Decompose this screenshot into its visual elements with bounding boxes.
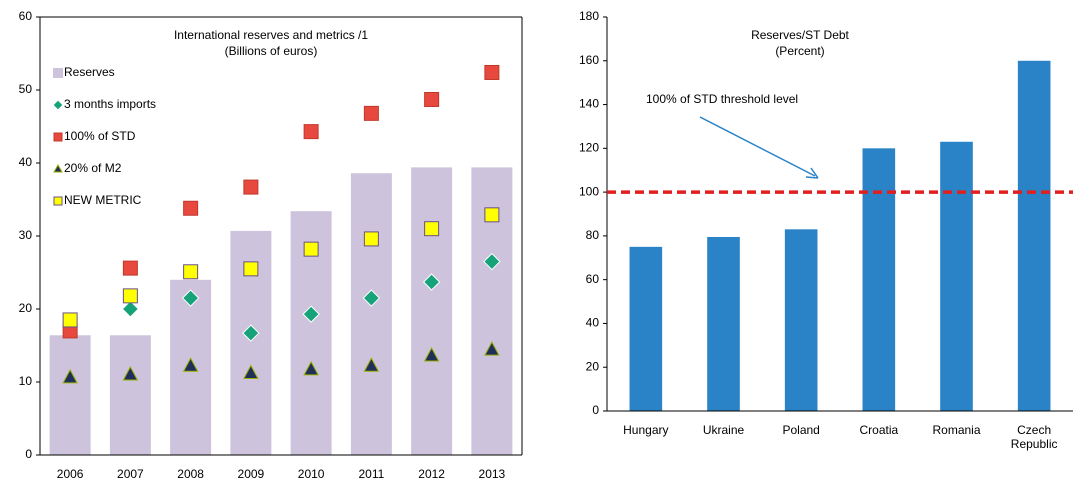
marker-square [484,207,500,223]
marker-square [363,231,379,247]
y-tick-label: 0 [25,447,32,461]
marker-square [122,288,138,304]
x-tick-label: Poland [782,423,820,437]
y-tick-label: 160 [579,53,599,67]
bar [629,246,663,411]
x-tick-label: 2011 [358,467,385,481]
marker-square [62,312,78,328]
chart-subtitle: (Percent) [775,44,824,58]
bar [784,229,818,411]
marker-square [183,200,199,216]
marker-triangle [303,360,319,376]
annotation: 100% of STD threshold level [646,92,798,106]
y-tick-label: 10 [19,374,33,388]
y-tick-label: 100 [579,184,599,198]
x-tick-label: Ukraine [702,423,745,437]
x-tick-label: 2008 [177,467,204,481]
legend-swatch [53,68,63,78]
bar [1017,60,1051,412]
legend-label: NEW METRIC [64,193,142,207]
legend-label: 20% of M2 [64,161,122,175]
marker-diamond [242,324,260,342]
marker-diamond [483,252,501,271]
x-tick-label: Hungary [623,423,669,437]
marker-triangle [423,346,440,362]
legend-label: Reserves [64,65,115,79]
chart-title: Reserves/ST Debt [751,28,849,42]
marker-square [53,132,63,142]
y-tick-label: 30 [19,228,33,242]
bar [707,236,740,411]
y-tick-label: 50 [19,82,33,96]
marker-triangle [62,368,78,384]
marker-square [424,221,440,237]
marker-square [424,91,440,107]
y-tick-label: 40 [586,316,600,330]
marker-diamond [422,273,441,291]
y-tick-label: 20 [19,301,33,315]
x-tick-label: Czech Republic [1010,423,1058,451]
bar [109,335,151,455]
marker-diamond [362,289,381,307]
marker-triangle [243,364,259,380]
marker-triangle [484,341,500,356]
y-tick-label: 40 [19,155,33,169]
marker-diamond [121,300,140,318]
marker-diamond [181,289,200,307]
bar [940,141,973,411]
marker-square [484,64,500,80]
bar [350,173,392,455]
y-tick-label: 80 [586,228,600,242]
annotation-arrow [699,116,816,177]
marker-square [53,196,63,206]
x-tick-label: 2007 [117,467,144,481]
marker-square [363,105,379,121]
y-tick-label: 180 [579,9,599,23]
y-tick-label: 140 [579,97,599,111]
annotation-arrowhead [805,167,819,179]
marker-square [122,260,138,276]
marker-square [303,124,319,140]
y-tick-label: 60 [586,272,600,286]
x-tick-label: Romania [932,423,981,437]
marker-triangle [182,357,199,372]
y-tick-label: 120 [579,141,599,155]
y-tick-label: 20 [586,359,600,373]
marker-square [183,264,199,280]
legend-label: 100% of STD [64,129,136,143]
x-tick-label: 2013 [478,467,506,481]
marker-triangle [53,163,63,173]
marker-triangle [122,365,139,381]
y-tick-label: 60 [19,9,33,23]
x-tick-label: 2010 [297,467,325,481]
marker-square [243,261,259,277]
x-tick-label: 2006 [56,467,84,481]
marker-square [243,179,259,195]
bar [862,148,896,412]
x-tick-label: Croatia [859,423,899,437]
marker-triangle [363,357,380,372]
y-tick-label: 0 [592,403,599,417]
chart-subtitle: (Billions of euros) [225,44,318,58]
x-tick-label: 2009 [237,467,265,481]
bar [49,335,91,455]
marker-diamond [302,305,320,323]
marker-diamond [52,99,64,111]
chart-title: International reserves and metrics /1 [174,28,368,42]
x-tick-label: 2012 [418,467,445,481]
marker-square [303,241,319,257]
legend-label: 3 months imports [64,97,156,111]
bar [411,167,453,455]
